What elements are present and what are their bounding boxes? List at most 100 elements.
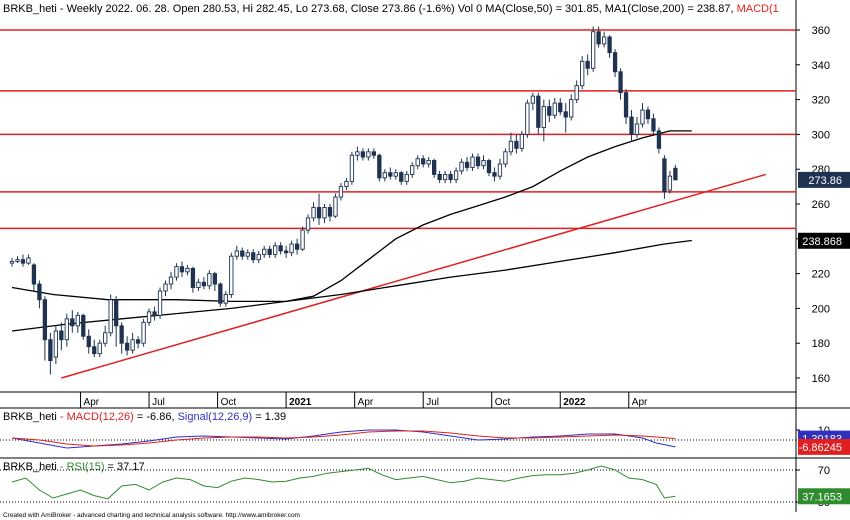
candle	[590, 26, 596, 72]
candle-body-down	[492, 172, 497, 177]
candle-body-up	[667, 175, 673, 191]
rsi-y-tick-label: 70	[818, 465, 830, 477]
candle	[163, 280, 168, 297]
candle	[240, 247, 245, 260]
candle	[20, 254, 26, 267]
candle	[580, 56, 585, 90]
candle-body-up	[163, 283, 168, 292]
ma200-badge: 238.868	[798, 232, 850, 249]
macd-badge-bg	[798, 438, 850, 455]
x-tick-label: Apr	[358, 397, 374, 408]
candle	[179, 261, 185, 278]
macd-header-value: = -6.86,	[134, 411, 178, 423]
candle	[448, 170, 453, 184]
candle-body-down	[645, 109, 651, 120]
candle-body-down	[371, 151, 376, 156]
candle-body-up	[470, 156, 475, 168]
candle-body-up	[168, 276, 174, 285]
candle	[64, 313, 69, 347]
candle-body-up	[157, 290, 163, 316]
rsi-panel: 703037.1653	[0, 465, 850, 509]
candle-body-up	[103, 332, 108, 344]
candle-body-up	[15, 259, 20, 262]
candle	[634, 117, 640, 138]
candle	[377, 153, 382, 182]
candle	[135, 336, 141, 349]
candle	[311, 202, 316, 222]
candle-body-down	[514, 140, 519, 149]
candle-body-up	[453, 170, 459, 181]
candle-body-up	[245, 252, 250, 257]
candle-body-up	[26, 257, 31, 264]
candle	[185, 264, 190, 276]
candle	[157, 287, 163, 319]
macd-badge-text: -6.86245	[799, 442, 842, 454]
candle	[464, 157, 470, 171]
macd-badge: -6.86245	[798, 438, 850, 455]
candle-body-up	[289, 243, 294, 254]
candle	[141, 318, 146, 347]
candle	[212, 271, 218, 291]
candle	[300, 226, 305, 251]
footer-credit: Created with AmiBroker - advanced charti…	[3, 512, 300, 519]
candle	[574, 80, 579, 104]
candle	[305, 214, 311, 234]
candle-body-down	[486, 160, 492, 174]
candle-body-down	[596, 31, 601, 45]
candle-body-up	[382, 172, 387, 179]
candle-body-up	[393, 172, 398, 177]
candle	[119, 322, 124, 354]
candle-body-down	[360, 151, 366, 158]
candle	[371, 148, 376, 159]
candle	[667, 170, 673, 194]
candle-body-up	[410, 165, 415, 175]
candle-body-up	[590, 31, 596, 69]
candle	[59, 322, 64, 351]
price-header-info: - Weekly 2022. 06. 28. Open 280.53, Hi 2…	[57, 3, 737, 15]
candle	[152, 306, 157, 321]
candle	[48, 332, 53, 375]
candle-body-up	[333, 196, 338, 217]
candle	[486, 158, 492, 177]
candle	[146, 308, 152, 326]
candle-body-down	[563, 111, 568, 118]
candle-body-down	[294, 243, 300, 250]
price-panel: 360340320300280260240220200180160273.862…	[0, 25, 850, 385]
candle-body-up	[569, 99, 574, 118]
candle-body-down	[377, 154, 382, 179]
candle	[601, 31, 607, 48]
candle	[108, 294, 113, 337]
candle	[31, 263, 37, 291]
candle-body-up	[338, 186, 344, 198]
rsi-badge: 37.1653	[798, 488, 850, 505]
candle	[251, 249, 256, 264]
candle-body-up	[508, 140, 514, 153]
candle-body-down	[612, 52, 618, 73]
candle-body-up	[207, 273, 212, 287]
candle-body-down	[135, 339, 141, 344]
candle-body-down	[623, 92, 629, 118]
price-header-macd: MACD(1	[737, 3, 779, 15]
candle	[103, 325, 108, 347]
y-tick-label: 180	[812, 338, 830, 350]
candle-body-up	[530, 95, 535, 104]
candle	[432, 158, 437, 178]
macd-header-symbol: BRKB_heti	[3, 411, 57, 423]
candle	[585, 54, 590, 76]
candle	[42, 296, 48, 361]
candle-body-up	[130, 339, 135, 351]
candle	[338, 183, 344, 201]
candle-body-down	[651, 118, 656, 132]
y-tick-label: 220	[812, 269, 830, 281]
candle	[190, 266, 196, 293]
macd-header-signal-label: Signal(12,26,9)	[178, 411, 253, 423]
candle-body-down	[190, 267, 196, 288]
candle	[327, 204, 333, 222]
candle-body-down	[618, 71, 623, 94]
candle	[497, 158, 503, 180]
candle	[207, 270, 212, 290]
candle-body-up	[300, 229, 305, 250]
candle-body-down	[278, 245, 283, 252]
candle	[168, 271, 174, 290]
candle-body-down	[48, 339, 53, 362]
